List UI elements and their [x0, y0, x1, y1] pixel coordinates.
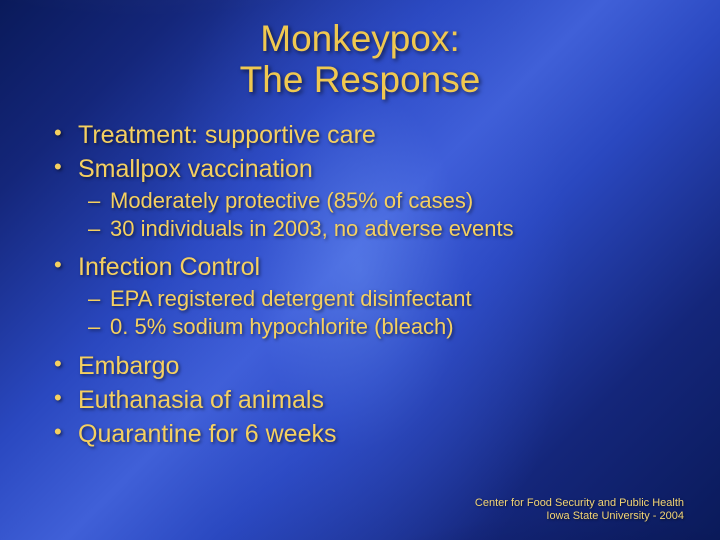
bullet-item: Embargo	[48, 350, 672, 382]
sub-bullet-list: EPA registered detergent disinfectant 0.…	[48, 285, 672, 341]
sub-bullet-text: 30 individuals in 2003, no adverse event…	[110, 216, 514, 241]
bullet-text: Smallpox vaccination	[78, 155, 313, 183]
sub-bullet-item: 30 individuals in 2003, no adverse event…	[48, 215, 672, 243]
bullet-item: Infection Control	[48, 251, 672, 283]
footer-line-2: Iowa State University - 2004	[475, 510, 684, 524]
bullet-list: Embargo Euthanasia of animals Quarantine…	[48, 350, 672, 450]
sub-bullet-text: EPA registered detergent disinfectant	[110, 286, 472, 311]
slide-title: Monkeypox: The Response	[48, 18, 672, 101]
bullet-text: Euthanasia of animals	[78, 386, 324, 414]
title-line-2: The Response	[240, 59, 481, 100]
slide-container: Monkeypox: The Response Treatment: suppo…	[0, 0, 720, 540]
bullet-list: Treatment: supportive care Smallpox vacc…	[48, 119, 672, 185]
bullet-text: Treatment: supportive care	[78, 121, 376, 149]
sub-bullet-item: 0. 5% sodium hypochlorite (bleach)	[48, 313, 672, 341]
footer-line-1: Center for Food Security and Public Heal…	[475, 497, 684, 511]
sub-bullet-list: Moderately protective (85% of cases) 30 …	[48, 187, 672, 243]
title-line-1: Monkeypox:	[260, 18, 460, 59]
bullet-item: Smallpox vaccination	[48, 153, 672, 185]
bullet-item: Euthanasia of animals	[48, 384, 672, 416]
bullet-text: Embargo	[78, 352, 179, 380]
slide-footer: Center for Food Security and Public Heal…	[475, 497, 684, 525]
bullet-item: Treatment: supportive care	[48, 119, 672, 151]
sub-bullet-text: Moderately protective (85% of cases)	[110, 188, 473, 213]
bullet-item: Quarantine for 6 weeks	[48, 418, 672, 450]
bullet-text: Quarantine for 6 weeks	[78, 420, 336, 448]
bullet-text: Infection Control	[78, 253, 260, 281]
sub-bullet-item: Moderately protective (85% of cases)	[48, 187, 672, 215]
bullet-list: Infection Control	[48, 251, 672, 283]
sub-bullet-item: EPA registered detergent disinfectant	[48, 285, 672, 313]
sub-bullet-text: 0. 5% sodium hypochlorite (bleach)	[110, 314, 454, 339]
